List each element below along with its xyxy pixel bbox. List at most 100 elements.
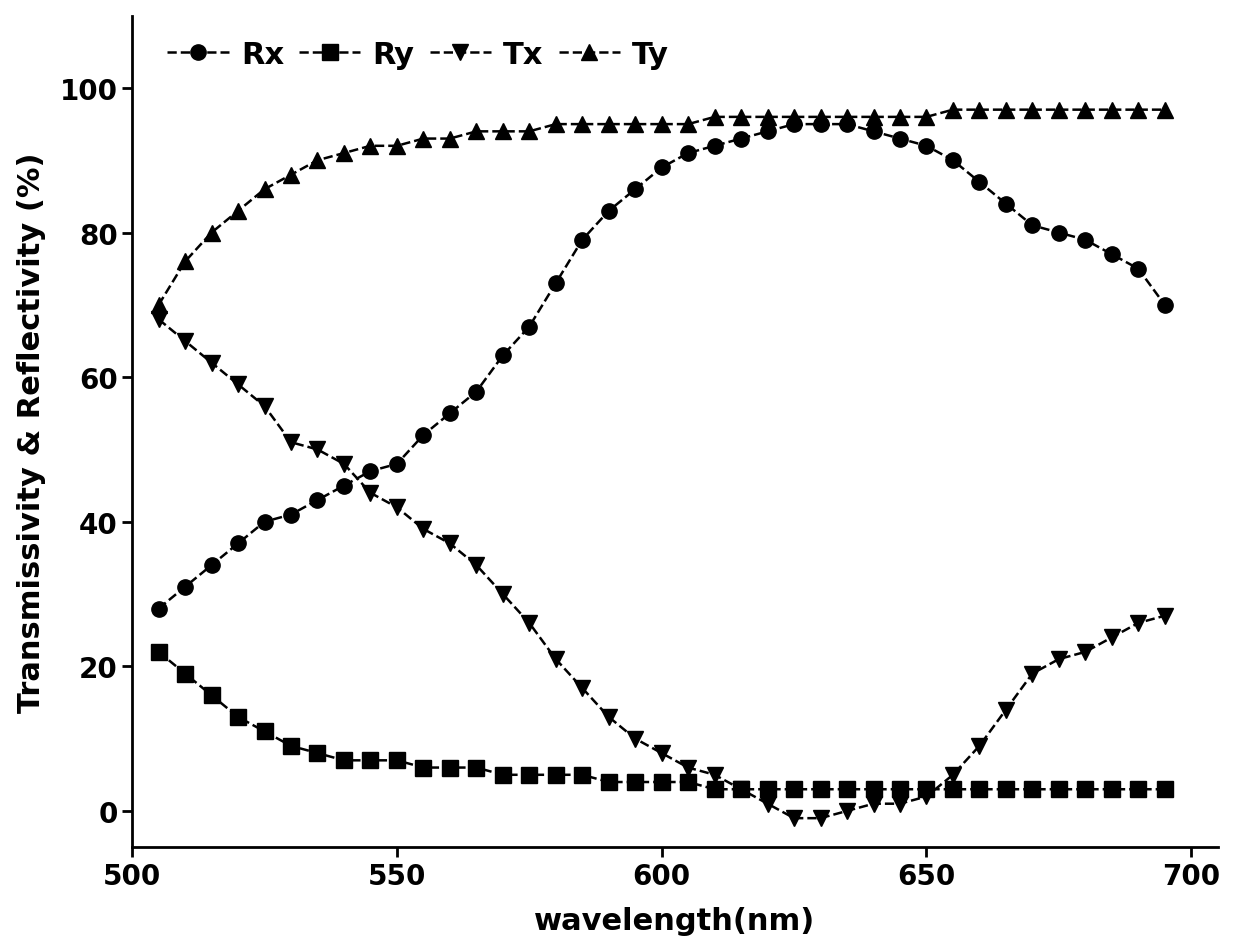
Tx [205, 358, 219, 369]
Ry [1025, 783, 1040, 795]
Rx [336, 481, 351, 492]
Ry [866, 783, 880, 795]
Tx [1052, 654, 1066, 665]
Tx [257, 401, 272, 412]
Ry [443, 762, 458, 773]
Ty [522, 127, 537, 138]
Tx [760, 798, 775, 809]
Rx [1105, 249, 1120, 261]
Ry [627, 777, 642, 788]
Rx [839, 119, 854, 130]
Tx [655, 747, 670, 759]
Rx [1157, 300, 1172, 311]
Ty [548, 119, 563, 130]
Rx [496, 350, 511, 362]
Rx [469, 387, 484, 398]
Rx [760, 127, 775, 138]
Ry [496, 769, 511, 781]
Ry [336, 755, 351, 766]
Tx [310, 445, 325, 456]
Tx [998, 704, 1013, 716]
Ty [786, 112, 801, 124]
Ty [231, 206, 246, 217]
Rx [866, 127, 880, 138]
Tx [575, 683, 590, 694]
Ry [1105, 783, 1120, 795]
Rx [443, 408, 458, 420]
Rx [1131, 264, 1146, 275]
Ty [945, 105, 960, 116]
Tx [231, 379, 246, 390]
Tx [945, 769, 960, 781]
Tx [839, 805, 854, 817]
Ty [310, 155, 325, 167]
Tx [919, 791, 934, 803]
Ty [363, 141, 378, 152]
Rx [231, 538, 246, 549]
Rx [734, 133, 749, 145]
Ty [336, 149, 351, 160]
Legend: Rx, Ry, Tx, Ty: Rx, Ry, Tx, Ty [159, 32, 678, 79]
Ry [1157, 783, 1172, 795]
Ty [972, 105, 987, 116]
Tx [151, 314, 166, 326]
Tx [1078, 646, 1092, 658]
Ty [257, 185, 272, 196]
Rx [681, 149, 696, 160]
Ry [415, 762, 430, 773]
Ty [998, 105, 1013, 116]
Ry [177, 668, 192, 680]
Rx [284, 509, 299, 521]
Tx [496, 588, 511, 600]
Ty [866, 112, 880, 124]
Ry [893, 783, 908, 795]
Rx [919, 141, 934, 152]
Tx [548, 654, 563, 665]
Rx [786, 119, 801, 130]
Rx [707, 141, 722, 152]
Ty [734, 112, 749, 124]
Ry [522, 769, 537, 781]
Ry [972, 783, 987, 795]
Tx [813, 813, 828, 824]
Rx [813, 119, 828, 130]
Ry [945, 783, 960, 795]
Ty [839, 112, 854, 124]
Ry [548, 769, 563, 781]
Rx [655, 163, 670, 174]
Tx [177, 336, 192, 347]
Rx [972, 177, 987, 188]
Ty [443, 133, 458, 145]
Ty [707, 112, 722, 124]
Rx [363, 466, 378, 477]
Ty [919, 112, 934, 124]
Ty [177, 256, 192, 268]
Ty [1157, 105, 1172, 116]
Ry [284, 741, 299, 752]
Ry [734, 783, 749, 795]
Rx [945, 155, 960, 167]
Ry [998, 783, 1013, 795]
Tx [1025, 668, 1040, 680]
Rx [177, 582, 192, 593]
Ty [601, 119, 616, 130]
Rx [1078, 235, 1092, 247]
Tx [284, 437, 299, 448]
Ty [284, 169, 299, 181]
Rx [151, 604, 166, 615]
Tx [1157, 610, 1172, 622]
Tx [707, 769, 722, 781]
Ry [655, 777, 670, 788]
Ry [786, 783, 801, 795]
Ry [813, 783, 828, 795]
Tx [627, 733, 642, 744]
Ty [627, 119, 642, 130]
Tx [681, 762, 696, 773]
Ry [389, 755, 404, 766]
Rx [1052, 228, 1066, 239]
Ty [205, 228, 219, 239]
Ry [760, 783, 775, 795]
Rx [257, 517, 272, 528]
Ty [496, 127, 511, 138]
Rx [310, 495, 325, 506]
